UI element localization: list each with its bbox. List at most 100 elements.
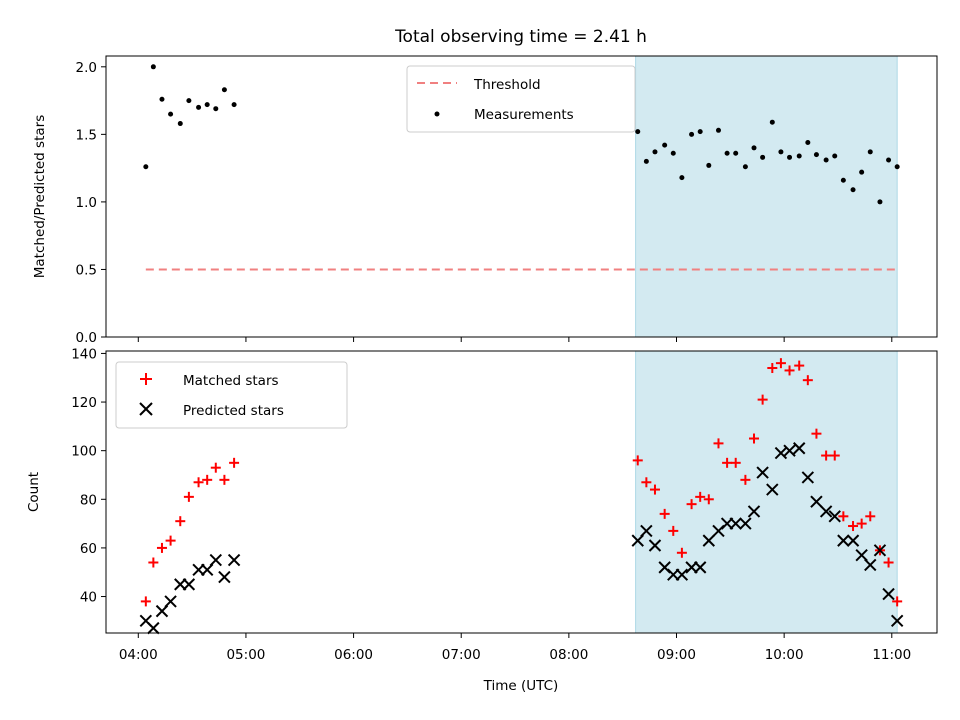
ratio-panel-frame	[105, 55, 938, 338]
predicted-star-point	[882, 587, 895, 601]
count-y-tick-label: 140	[71, 346, 97, 362]
matched-star-point	[775, 358, 786, 369]
count-y-tick-label: 80	[80, 492, 97, 508]
measurement-point	[168, 111, 174, 117]
matched-star-point	[848, 521, 859, 532]
measurement-point	[778, 149, 784, 155]
measurement-point	[221, 87, 227, 93]
measurement-point	[832, 153, 838, 159]
count-panel-frame	[105, 350, 938, 634]
measurement-point	[662, 142, 668, 148]
predicted-star-point	[801, 471, 815, 484]
legend-predicted-swatch	[139, 402, 153, 416]
predicted-star-point	[218, 570, 231, 584]
predicted-star-point	[648, 539, 662, 552]
matched-star-point	[740, 474, 751, 485]
x-stroke-b	[182, 578, 196, 591]
predicted-star-point	[675, 568, 689, 581]
ratio-y-tick-label: 2.0	[76, 60, 97, 76]
observing-interval-shade-bottom	[635, 350, 898, 634]
x-stroke-b	[783, 444, 796, 457]
measurement-point	[894, 164, 900, 170]
measurement-point	[652, 149, 658, 155]
x-stroke-b	[155, 604, 169, 618]
measurement-point	[196, 104, 202, 110]
x-tick-label: 07:00	[442, 647, 481, 663]
matched-star-point	[632, 455, 643, 466]
matched-star-point	[892, 596, 903, 607]
predicted-star-point	[828, 510, 841, 523]
chart-title: Total observing time = 2.41 h	[394, 27, 647, 47]
matched-star-point	[695, 491, 706, 502]
ratio-legend-box	[406, 65, 636, 133]
predicted-star-point	[729, 517, 742, 530]
matched-star-point	[749, 433, 760, 444]
ratio-y-tick-label: 0.5	[76, 262, 97, 278]
measurement-point	[689, 131, 695, 137]
measurement-point	[733, 150, 739, 156]
matched-star-point	[165, 535, 176, 546]
predicted-star-point	[164, 595, 177, 608]
count-legend-box	[115, 361, 348, 429]
x-stroke-b	[209, 553, 223, 567]
count-y-tick-label: 60	[80, 541, 97, 557]
predicted-star-point	[890, 614, 904, 628]
predicted-star-point	[227, 553, 241, 567]
measurement-point	[751, 145, 757, 151]
x-stroke-b	[227, 553, 241, 567]
matched-star-point	[202, 474, 213, 485]
count-y-tick-label: 120	[71, 395, 97, 411]
predicted-star-point	[783, 444, 796, 457]
legend-predicted-label: Predicted stars	[183, 403, 284, 419]
x-stroke-b	[139, 614, 153, 628]
x-stroke-b	[855, 548, 868, 562]
measurement-point	[177, 121, 183, 127]
predicted-star-point	[182, 578, 196, 591]
measurement-point	[715, 127, 721, 133]
measurement-point	[150, 64, 156, 70]
x-stroke-b	[766, 483, 779, 496]
x-tick-label: 06:00	[334, 647, 373, 663]
x-tick-label: 09:00	[657, 647, 696, 663]
measurement-point	[867, 149, 873, 155]
x-stroke-b	[793, 442, 806, 455]
ratio-legend: Threshold Measurements	[406, 65, 636, 133]
matched-star-point	[784, 365, 795, 376]
x-stroke-b	[675, 568, 689, 581]
measurement-point	[679, 175, 685, 181]
observing-interval-shade	[635, 55, 898, 338]
measurement-point	[159, 96, 165, 102]
x-stroke-b	[200, 563, 214, 577]
ratio-y-ticks: 0.0 0.5 1.0 1.5 2.0	[76, 60, 106, 346]
measurement-point	[823, 157, 829, 163]
matched-star-point	[730, 457, 741, 468]
ratio-x-ticks	[137, 337, 893, 342]
matched-star-point	[193, 477, 204, 488]
measurement-point	[813, 152, 819, 158]
matched-star-point	[140, 596, 151, 607]
ratio-y-tick-label: 1.5	[76, 127, 97, 143]
count-y-axis-label: Count	[26, 472, 42, 512]
x-stroke-b	[846, 534, 860, 547]
predicted-star-point	[200, 563, 214, 577]
predicted-star-point	[693, 561, 707, 574]
matched-star-point	[802, 375, 813, 386]
matched-star-point	[183, 491, 194, 502]
count-x-ticks: 04:00 05:00 06:00 07:00 08:00 09:00 10:00 11:00	[119, 633, 911, 663]
x-tick-label: 05:00	[226, 647, 265, 663]
measurement-point	[850, 187, 856, 193]
matched-star-point	[686, 499, 697, 510]
measurement-point	[724, 150, 730, 156]
predicted-star-point	[756, 466, 769, 479]
measurement-point	[787, 154, 793, 160]
measurement-point	[697, 129, 703, 135]
measurement-point	[231, 102, 237, 108]
predicted-star-point	[873, 544, 887, 557]
matched-star-point	[865, 511, 876, 522]
x-stroke-b	[864, 558, 877, 572]
matched-star-point	[641, 477, 652, 488]
matched-star-point	[676, 547, 687, 558]
matched-star-point	[767, 363, 778, 374]
matched-star-point	[703, 494, 714, 505]
measurement-point	[635, 129, 641, 135]
